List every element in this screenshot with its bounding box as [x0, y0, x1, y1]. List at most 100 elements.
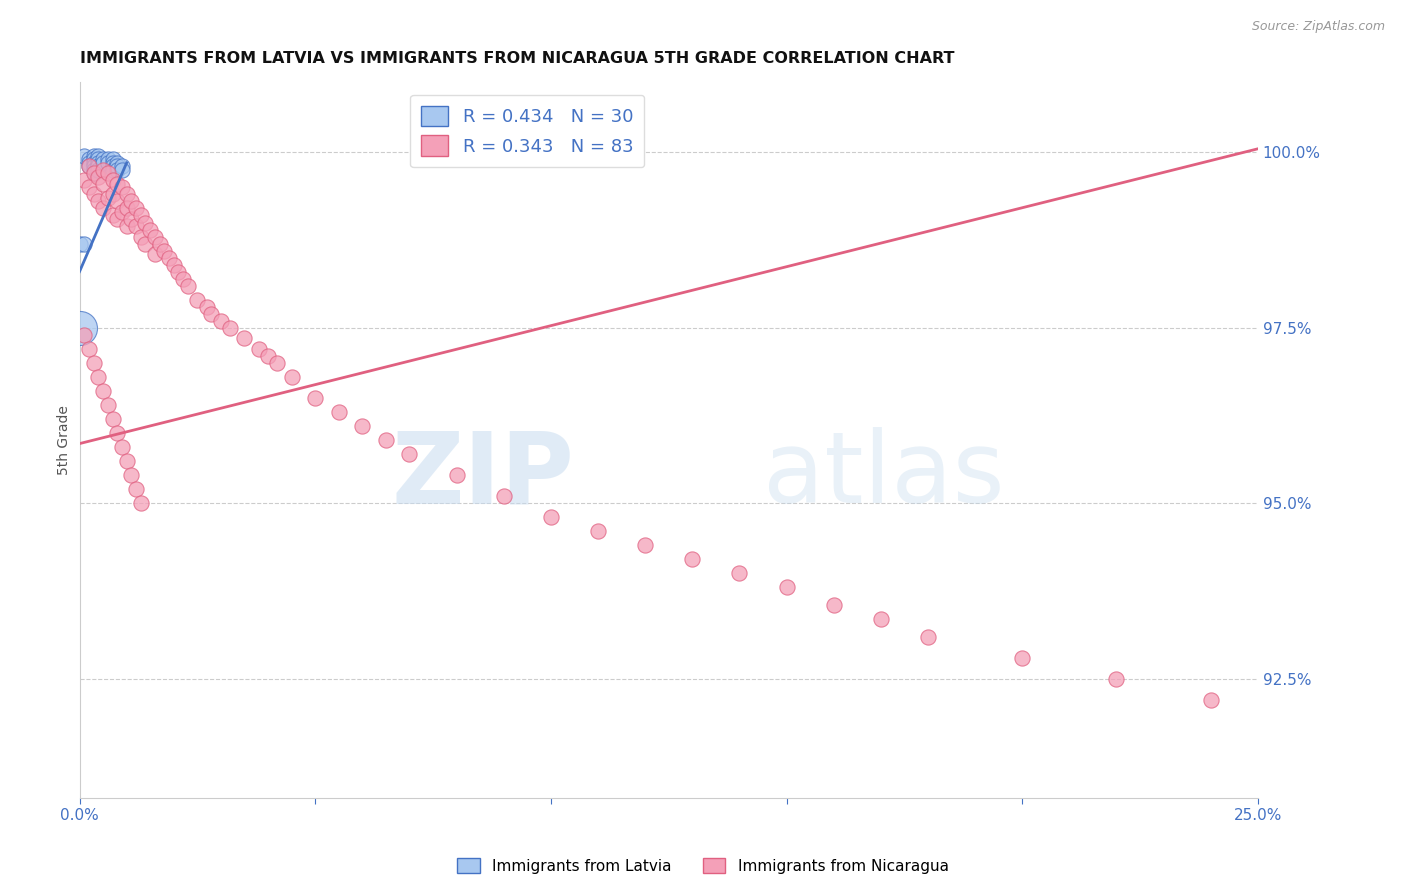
Point — [352, 419, 374, 434]
Y-axis label: 5th Grade: 5th Grade — [58, 405, 72, 475]
Point — [101, 173, 124, 187]
Point — [209, 314, 232, 328]
Point — [186, 293, 208, 307]
Point — [869, 612, 891, 626]
Point — [163, 258, 186, 272]
Point — [446, 468, 468, 483]
Legend: Immigrants from Latvia, Immigrants from Nicaragua: Immigrants from Latvia, Immigrants from … — [451, 852, 955, 880]
Point — [105, 162, 128, 177]
Point — [200, 307, 222, 321]
Point — [83, 166, 105, 180]
Point — [120, 194, 142, 209]
Point — [83, 149, 105, 163]
Point — [83, 187, 105, 202]
Point — [257, 349, 280, 363]
Point — [83, 166, 105, 180]
Point — [111, 440, 134, 454]
Point — [73, 327, 96, 342]
Point — [328, 405, 350, 419]
Point — [97, 398, 120, 412]
Point — [129, 209, 152, 223]
Point — [177, 278, 200, 293]
Point — [115, 202, 138, 216]
Point — [77, 159, 100, 173]
Text: IMMIGRANTS FROM LATVIA VS IMMIGRANTS FROM NICARAGUA 5TH GRADE CORRELATION CHART: IMMIGRANTS FROM LATVIA VS IMMIGRANTS FRO… — [80, 51, 955, 66]
Point — [87, 169, 110, 184]
Point — [87, 162, 110, 177]
Point — [105, 156, 128, 170]
Point — [586, 524, 609, 539]
Point — [823, 598, 845, 612]
Point — [153, 244, 176, 258]
Point — [1105, 672, 1128, 686]
Point — [91, 177, 114, 191]
Point — [87, 370, 110, 384]
Point — [111, 205, 134, 219]
Point — [125, 482, 148, 496]
Point — [87, 159, 110, 173]
Point — [167, 265, 190, 279]
Point — [157, 251, 180, 265]
Point — [139, 222, 162, 236]
Point — [115, 187, 138, 202]
Point — [219, 320, 242, 334]
Point — [73, 173, 96, 187]
Point — [97, 166, 120, 180]
Point — [134, 215, 156, 229]
Point — [1199, 693, 1222, 707]
Point — [105, 177, 128, 191]
Point — [634, 538, 657, 552]
Point — [77, 156, 100, 170]
Point — [105, 426, 128, 441]
Point — [120, 212, 142, 227]
Point — [77, 342, 100, 356]
Point — [129, 496, 152, 510]
Point — [681, 552, 703, 566]
Point — [105, 159, 128, 173]
Point — [1011, 650, 1033, 665]
Point — [91, 156, 114, 170]
Point — [280, 370, 302, 384]
Point — [247, 342, 270, 356]
Point — [87, 194, 110, 209]
Point — [69, 236, 91, 251]
Point — [91, 384, 114, 398]
Point — [73, 149, 96, 163]
Point — [111, 180, 134, 194]
Point — [97, 156, 120, 170]
Point — [101, 162, 124, 177]
Point — [134, 236, 156, 251]
Point — [77, 153, 100, 167]
Point — [87, 156, 110, 170]
Point — [775, 581, 797, 595]
Point — [83, 159, 105, 173]
Point — [77, 159, 100, 173]
Point — [172, 271, 194, 285]
Point — [374, 433, 396, 447]
Point — [233, 331, 256, 345]
Point — [149, 236, 172, 251]
Point — [97, 191, 120, 205]
Point — [83, 162, 105, 177]
Point — [266, 356, 288, 370]
Point — [69, 320, 91, 334]
Point — [83, 153, 105, 167]
Point — [143, 247, 166, 261]
Point — [101, 187, 124, 202]
Point — [195, 300, 218, 314]
Point — [101, 153, 124, 167]
Text: atlas: atlas — [763, 427, 1004, 524]
Point — [101, 209, 124, 223]
Point — [87, 153, 110, 167]
Point — [105, 212, 128, 227]
Point — [728, 566, 751, 581]
Point — [115, 219, 138, 233]
Point — [115, 454, 138, 468]
Point — [91, 162, 114, 177]
Point — [101, 159, 124, 173]
Point — [83, 356, 105, 370]
Point — [111, 162, 134, 177]
Point — [129, 229, 152, 244]
Point — [91, 202, 114, 216]
Point — [125, 202, 148, 216]
